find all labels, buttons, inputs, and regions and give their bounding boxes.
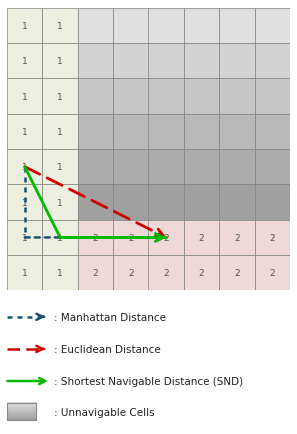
Text: 2: 2 xyxy=(234,269,240,278)
Bar xyxy=(148,150,184,185)
Bar xyxy=(148,9,184,44)
Bar xyxy=(7,79,42,115)
Bar xyxy=(184,9,219,44)
Bar xyxy=(113,115,148,150)
Bar xyxy=(255,79,290,115)
Bar xyxy=(7,9,42,44)
Bar xyxy=(78,150,113,185)
Text: 1: 1 xyxy=(22,128,28,137)
Bar xyxy=(42,44,78,79)
Text: : Euclidean Distance: : Euclidean Distance xyxy=(54,344,161,354)
Bar xyxy=(7,44,42,79)
Text: 2: 2 xyxy=(163,269,169,278)
Bar xyxy=(255,185,290,220)
Text: : Shortest Navigable Distance (SND): : Shortest Navigable Distance (SND) xyxy=(54,376,243,386)
Bar xyxy=(219,185,255,220)
Bar xyxy=(42,185,78,220)
Bar xyxy=(255,9,290,44)
Text: 1: 1 xyxy=(22,22,28,31)
Bar xyxy=(113,79,148,115)
Bar xyxy=(7,150,42,185)
Bar xyxy=(7,185,42,220)
Bar xyxy=(113,185,148,220)
Bar xyxy=(78,185,113,220)
Bar xyxy=(255,150,290,185)
Bar xyxy=(184,256,219,291)
Text: 2: 2 xyxy=(93,233,98,242)
Text: 2: 2 xyxy=(163,233,169,242)
Bar xyxy=(78,79,113,115)
Bar xyxy=(255,44,290,79)
Bar xyxy=(78,220,113,256)
Bar xyxy=(113,220,148,256)
Bar xyxy=(255,220,290,256)
Text: 1: 1 xyxy=(57,128,63,137)
Bar xyxy=(42,256,78,291)
Text: 1: 1 xyxy=(57,92,63,101)
Text: 1: 1 xyxy=(57,233,63,242)
Bar xyxy=(42,115,78,150)
Text: 1: 1 xyxy=(22,198,28,207)
Text: 1: 1 xyxy=(57,57,63,66)
Text: 2: 2 xyxy=(234,233,240,242)
Bar xyxy=(219,150,255,185)
Text: 1: 1 xyxy=(22,57,28,66)
Bar xyxy=(7,220,42,256)
Text: : Unnavigable Cells: : Unnavigable Cells xyxy=(54,407,154,417)
Bar xyxy=(219,115,255,150)
Bar xyxy=(113,9,148,44)
Bar xyxy=(219,256,255,291)
Text: 1: 1 xyxy=(57,22,63,31)
Bar xyxy=(78,115,113,150)
Bar xyxy=(184,220,219,256)
Bar xyxy=(184,79,219,115)
Bar xyxy=(42,9,78,44)
Bar xyxy=(148,220,184,256)
Text: 2: 2 xyxy=(128,233,134,242)
Bar xyxy=(255,115,290,150)
Text: 1: 1 xyxy=(22,233,28,242)
Text: 2: 2 xyxy=(269,269,275,278)
Bar xyxy=(7,256,42,291)
Bar xyxy=(42,79,78,115)
Text: 1: 1 xyxy=(57,198,63,207)
Bar xyxy=(42,220,78,256)
Text: 2: 2 xyxy=(128,269,134,278)
Bar xyxy=(148,256,184,291)
Text: 2: 2 xyxy=(199,233,204,242)
Bar xyxy=(7,115,42,150)
Bar xyxy=(78,9,113,44)
Bar xyxy=(113,256,148,291)
Bar xyxy=(113,44,148,79)
Bar xyxy=(113,150,148,185)
Text: 2: 2 xyxy=(93,269,98,278)
Bar xyxy=(148,115,184,150)
Text: 2: 2 xyxy=(269,233,275,242)
Bar xyxy=(184,185,219,220)
Bar xyxy=(219,220,255,256)
Bar xyxy=(184,44,219,79)
Bar xyxy=(219,44,255,79)
Bar xyxy=(148,185,184,220)
Text: : Manhattan Distance: : Manhattan Distance xyxy=(54,312,166,322)
Bar xyxy=(219,79,255,115)
Bar xyxy=(184,150,219,185)
Text: 1: 1 xyxy=(22,92,28,101)
Text: 1: 1 xyxy=(57,269,63,278)
Bar xyxy=(148,79,184,115)
Bar xyxy=(78,44,113,79)
Bar xyxy=(219,9,255,44)
Text: 2: 2 xyxy=(199,269,204,278)
Text: 1: 1 xyxy=(57,163,63,172)
Text: 1: 1 xyxy=(22,163,28,172)
Bar xyxy=(7,403,37,421)
Text: 1: 1 xyxy=(22,269,28,278)
Bar xyxy=(148,44,184,79)
Bar xyxy=(42,150,78,185)
Bar xyxy=(255,256,290,291)
Bar xyxy=(78,256,113,291)
Bar xyxy=(184,115,219,150)
